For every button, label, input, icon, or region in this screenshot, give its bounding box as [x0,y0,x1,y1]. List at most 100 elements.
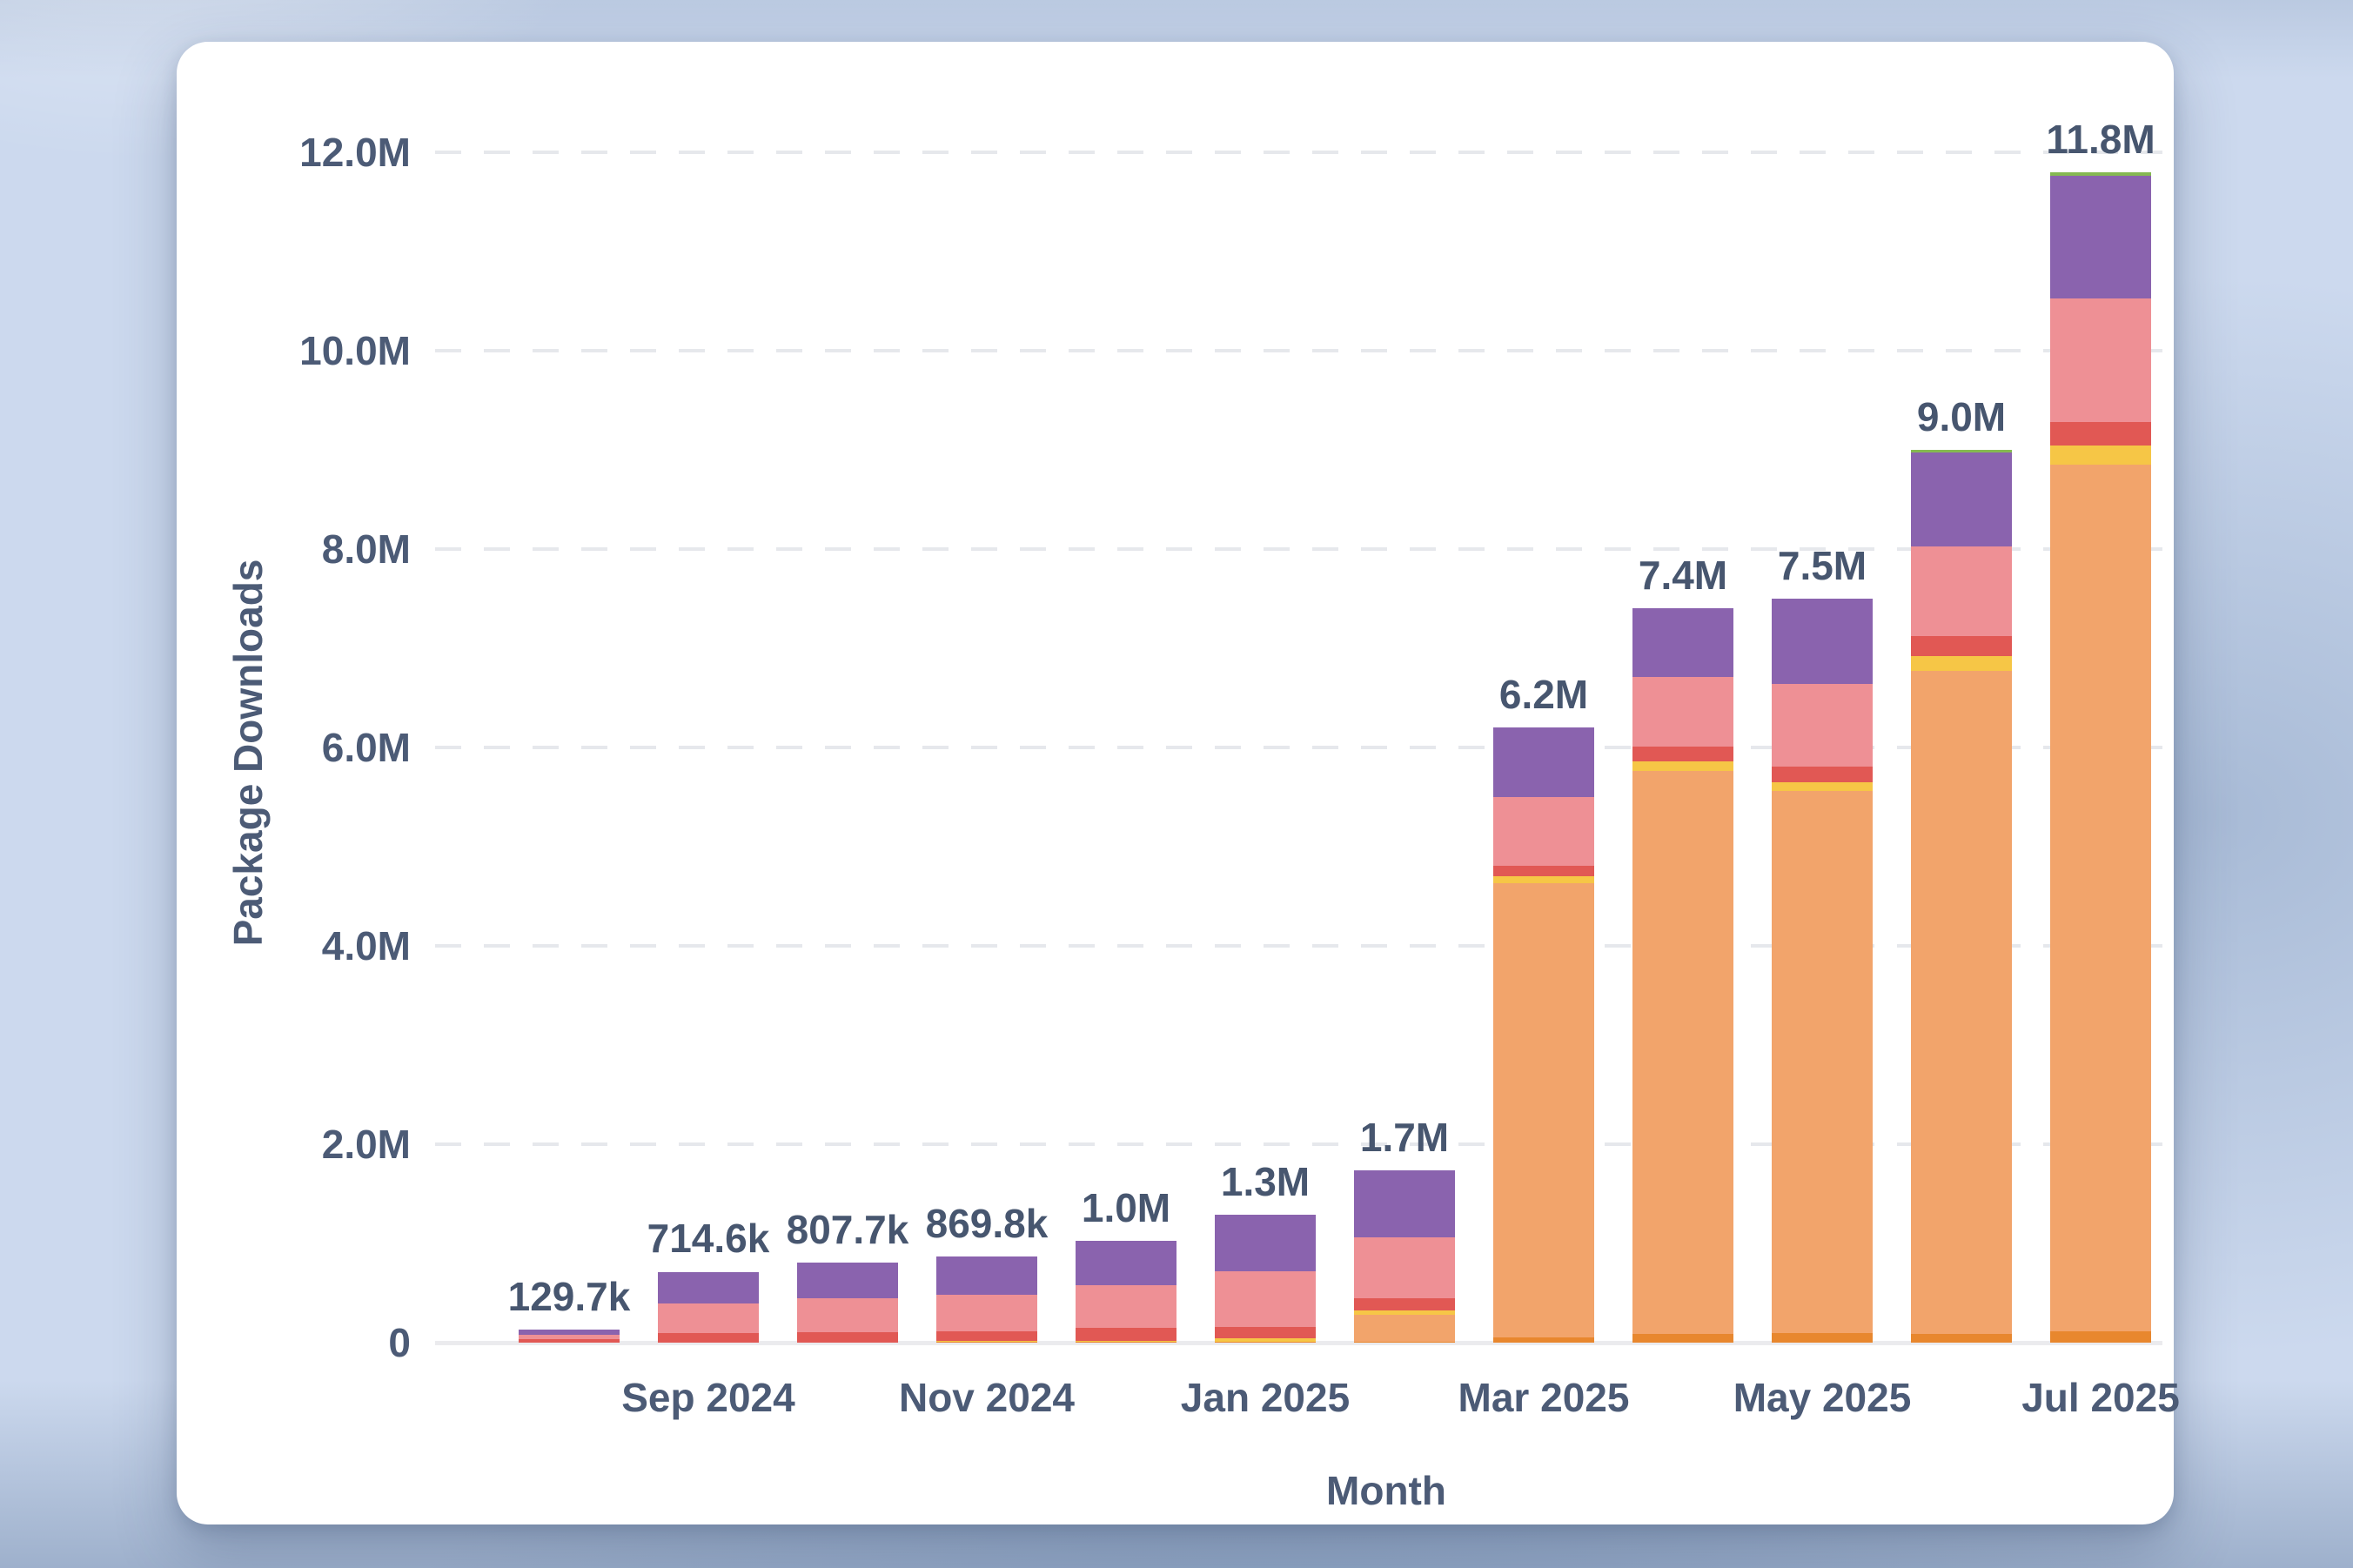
bar-total-label: 807.7k [786,1206,909,1252]
bar-segment-purple[interactable] [1911,452,2012,546]
bar[interactable] [1215,1214,1316,1343]
bar-segment-red[interactable] [2050,422,2151,446]
bar-segment-pink[interactable] [658,1303,759,1334]
y-gridline [435,1142,2162,1146]
bar-segment-orange-dark[interactable] [1772,1332,1873,1343]
bar[interactable] [519,1330,620,1343]
bar-segment-orange-dark[interactable] [1911,1333,2012,1343]
bar-segment-pink[interactable] [936,1294,1037,1332]
x-axis-line [435,1341,2162,1345]
bar-segment-pink[interactable] [1354,1236,1455,1299]
y-gridline [435,151,2162,154]
bar-segment-red[interactable] [1772,766,1873,782]
bar-segment-purple[interactable] [519,1330,620,1335]
x-axis-title: Month [1326,1468,1446,1513]
bar-segment-purple[interactable] [1354,1170,1455,1237]
bar-segment-pink[interactable] [1215,1270,1316,1327]
bar[interactable] [797,1262,898,1343]
bar-segment-purple[interactable] [1215,1214,1316,1271]
bar-segment-yellow[interactable] [1493,876,1594,884]
y-tick-label: 4.0M [321,923,411,968]
bar-segment-yellow[interactable] [1772,781,1873,792]
chart-card: Package Downloads Month 0 2.0M 4.0M 6.0M 8.0… [177,42,2180,1524]
y-gridline [435,547,2162,551]
bar-segment-purple[interactable] [1076,1240,1176,1285]
x-tick-label: Nov 2024 [898,1375,1075,1420]
bar-total-label: 869.8k [925,1200,1049,1246]
bar-segment-orange[interactable] [1911,671,2012,1334]
bar-segment-green[interactable] [1911,450,2012,453]
bar-segment-orange-dark[interactable] [1493,1337,1594,1343]
bar-segment-red[interactable] [658,1333,759,1343]
bar-segment-pink[interactable] [1772,684,1873,767]
bar-segment-yellow[interactable] [1076,1340,1176,1342]
bar-total-label: 6.2M [1498,672,1589,718]
bar-segment-orange[interactable] [1632,771,1733,1334]
bar-segment-orange-dark[interactable] [1076,1341,1176,1343]
y-tick-label: 0 [388,1320,411,1365]
bar-segment-purple[interactable] [2050,176,2151,298]
bar-segment-yellow[interactable] [1354,1310,1455,1316]
bar[interactable] [1493,727,1594,1343]
bar-segment-red[interactable] [936,1331,1037,1341]
bar[interactable] [658,1271,759,1343]
bar-segment-pink[interactable] [1911,546,2012,637]
x-tick-label: Sep 2024 [621,1375,795,1420]
bar-total-label: 11.8M [2046,116,2155,162]
bar-segment-purple[interactable] [936,1256,1037,1295]
bar-segment-orange-dark[interactable] [2050,1331,2151,1343]
y-tick-label: 6.0M [321,725,411,770]
bar-segment-pink[interactable] [2050,298,2151,423]
bar-segment-orange[interactable] [1354,1315,1455,1342]
bar[interactable] [2050,171,2151,1343]
bar-segment-yellow[interactable] [2050,446,2151,466]
bar-segment-orange[interactable] [1493,883,1594,1338]
bar-total-label: 1.7M [1359,1115,1450,1161]
bar-segment-pink[interactable] [1493,797,1594,866]
bar-segment-red[interactable] [1632,746,1733,761]
bar-segment-red[interactable] [797,1332,898,1343]
bar-total-label: 129.7k [507,1274,631,1320]
bar-segment-red[interactable] [1076,1327,1176,1341]
bar-segment-yellow[interactable] [1911,656,2012,672]
bar-segment-red[interactable] [519,1339,620,1343]
bar-segment-yellow[interactable] [936,1340,1037,1342]
bar-total-label: 714.6k [647,1216,770,1262]
y-gridline [435,944,2162,948]
bar[interactable] [1911,450,2012,1343]
bar[interactable] [1632,608,1733,1343]
bar-segment-pink[interactable] [519,1334,620,1339]
bar-segment-red[interactable] [1354,1298,1455,1310]
bar-segment-purple[interactable] [658,1271,759,1303]
bar-total-label: 1.3M [1220,1158,1311,1204]
y-gridline [435,349,2162,352]
bar-segment-orange[interactable] [1772,791,1873,1333]
bar[interactable] [1354,1170,1455,1343]
bar[interactable] [936,1256,1037,1343]
bar-total-label: 7.5M [1777,543,1867,588]
bar-segment-pink[interactable] [797,1297,898,1333]
bar-segment-orange[interactable] [2050,465,2151,1332]
bar-segment-orange-dark[interactable] [1354,1341,1455,1343]
bar-segment-pink[interactable] [1076,1284,1176,1328]
bar-segment-purple[interactable] [1632,608,1733,678]
bar-segment-orange-dark[interactable] [1632,1333,1733,1343]
plot-area: 0 2.0M 4.0M 6.0M 8.0M 10.0M 12.0M 129.7k 714.6k 8… [177,42,2180,1524]
bar-segment-red[interactable] [1911,636,2012,657]
bar-segment-yellow[interactable] [1632,761,1733,772]
bar[interactable] [1772,599,1873,1343]
bar-segment-orange-dark[interactable] [1215,1341,1316,1343]
bar-segment-orange-dark[interactable] [936,1341,1037,1343]
bar[interactable] [1076,1240,1176,1343]
bar-segment-purple[interactable] [797,1262,898,1298]
bar-segment-purple[interactable] [1772,599,1873,685]
x-tick-label: Jan 2025 [1180,1375,1351,1420]
bar-segment-yellow[interactable] [1215,1337,1316,1342]
bar-segment-purple[interactable] [1493,727,1594,798]
bar-segment-pink[interactable] [1632,677,1733,747]
bar-segment-green[interactable] [2050,171,2151,177]
x-tick-label: May 2025 [1733,1375,1912,1420]
bar-segment-red[interactable] [1215,1326,1316,1338]
bar-segment-red[interactable] [1493,865,1594,877]
x-tick-label: Jul 2025 [2021,1375,2180,1420]
